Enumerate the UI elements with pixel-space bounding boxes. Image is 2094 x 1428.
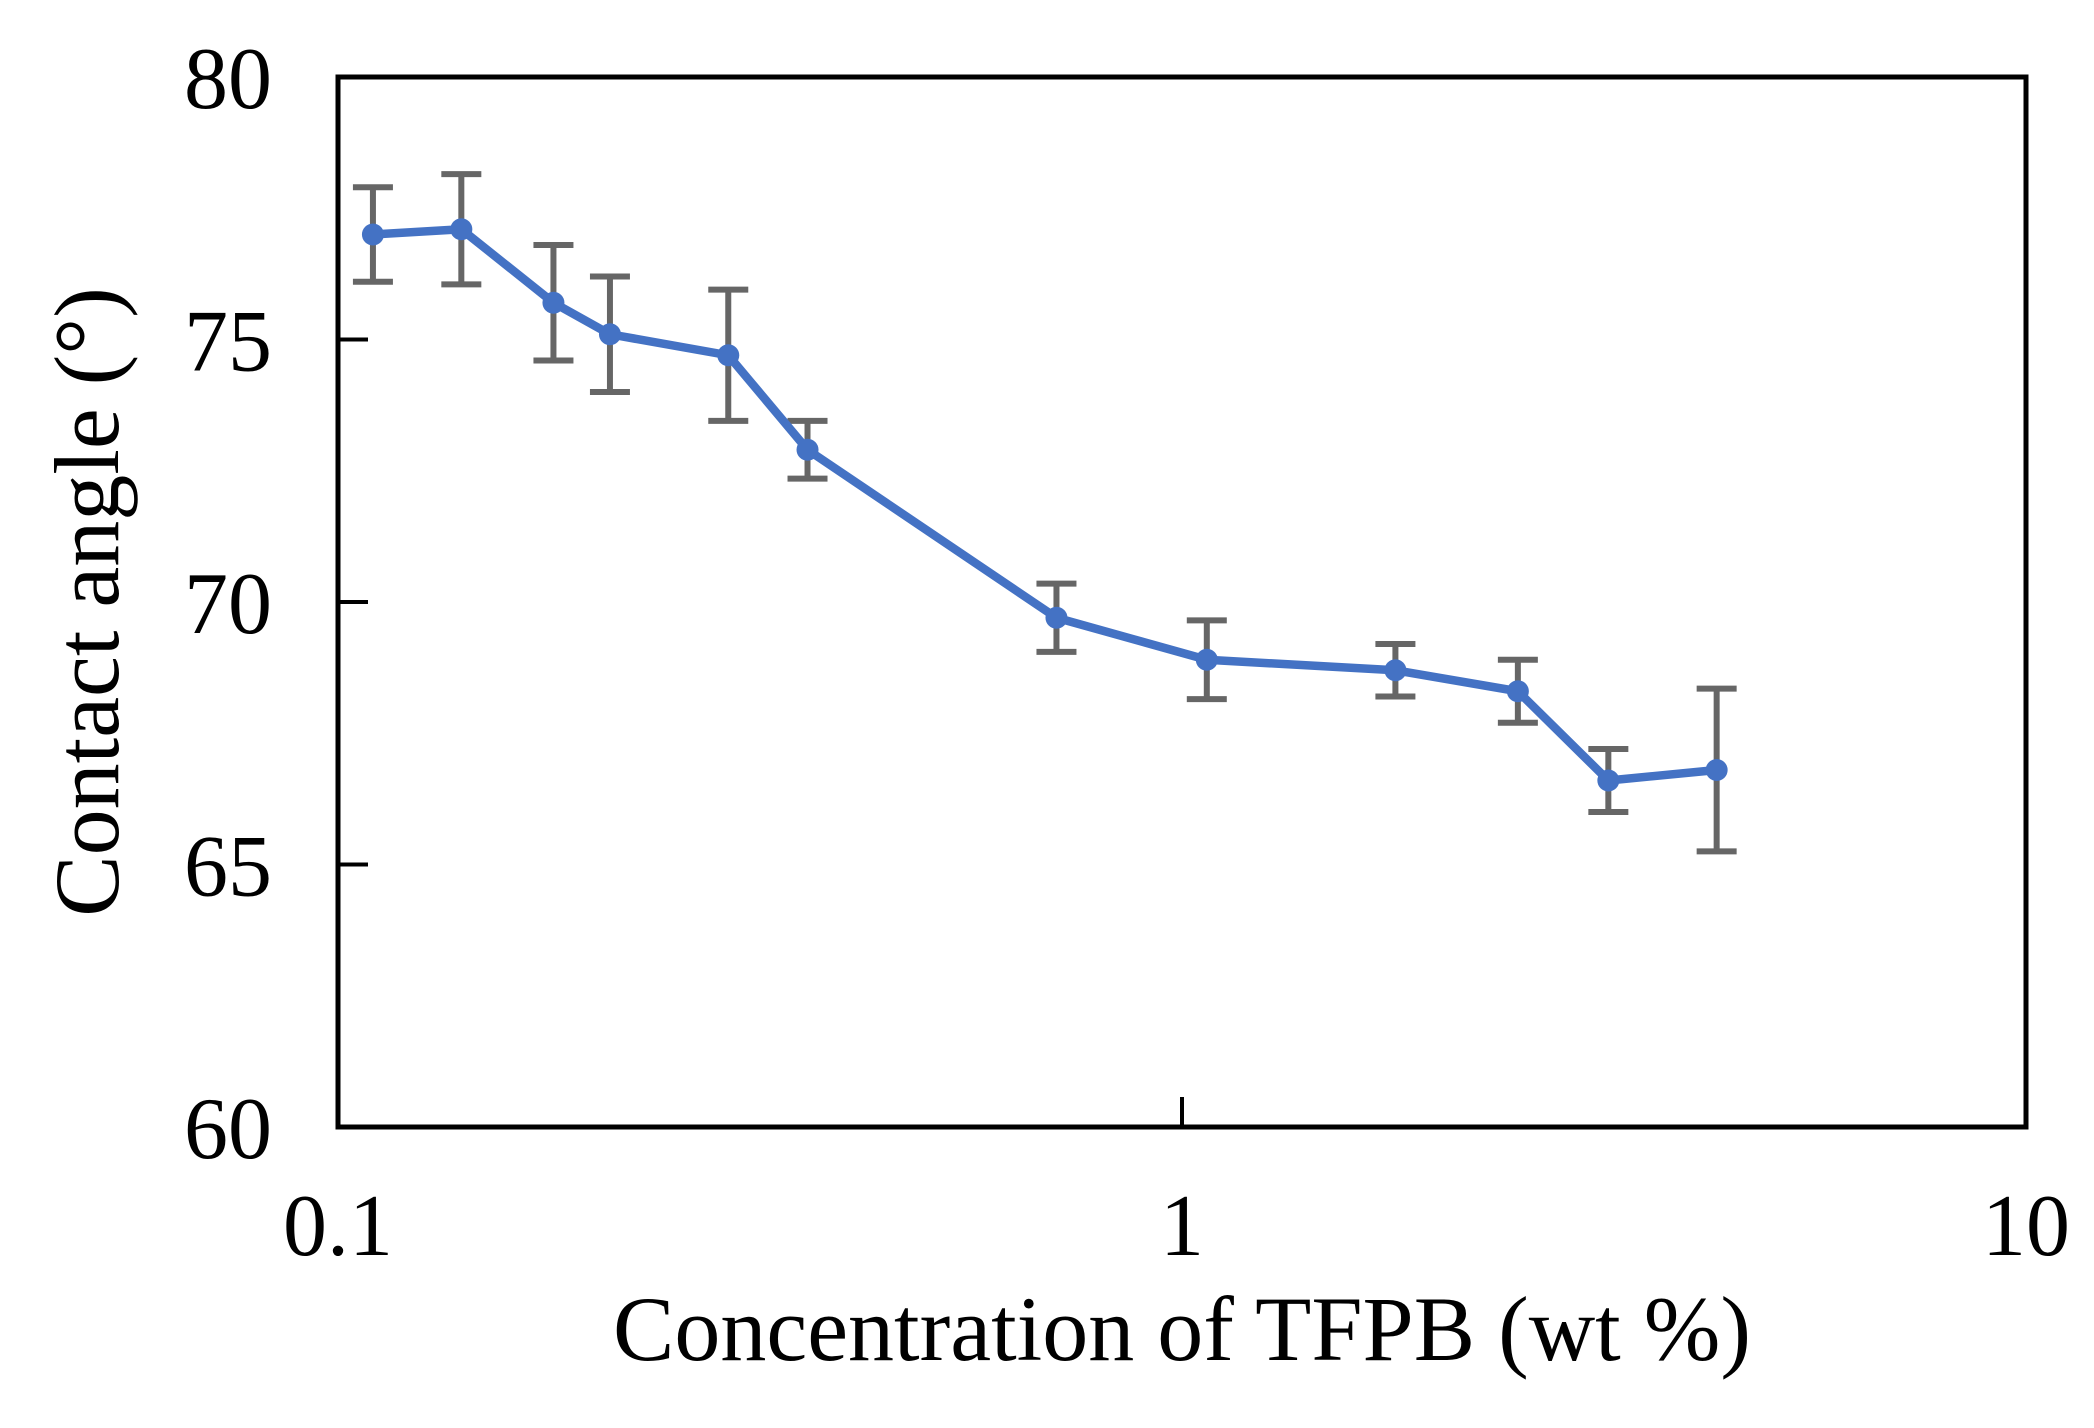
- x-tick-label: 1: [1160, 1178, 1204, 1275]
- data-point-marker: [717, 344, 740, 367]
- data-point-marker: [361, 223, 384, 246]
- y-tick-label: 60: [184, 1081, 272, 1178]
- y-tick-label: 70: [184, 556, 272, 653]
- data-point-marker: [598, 323, 621, 346]
- data-point-marker: [542, 291, 565, 314]
- data-point-marker: [796, 438, 819, 461]
- y-axis-title: Contact angle (°): [36, 287, 138, 916]
- y-tick-label: 75: [184, 294, 272, 391]
- data-point-marker: [1705, 759, 1728, 781]
- y-tick-label: 80: [184, 31, 272, 128]
- data-point-marker: [1597, 769, 1620, 792]
- data-point-marker: [1045, 606, 1068, 629]
- data-point-marker: [1506, 680, 1529, 703]
- data-point-marker: [1384, 659, 1407, 682]
- x-tick-label: 0.1: [283, 1178, 393, 1275]
- x-axis-title: Concentration of TFPB (wt %): [613, 1278, 1751, 1380]
- y-tick-label: 65: [184, 819, 272, 916]
- series-line: [368, 225, 1721, 785]
- data-point-marker: [1195, 648, 1218, 671]
- data-point-marker: [450, 218, 473, 241]
- x-tick-label: 10: [1982, 1178, 2070, 1275]
- plot-area: 60 65 70 75 80 0.1 1 10: [184, 31, 2070, 1275]
- plot-frame: [335, 74, 2029, 1130]
